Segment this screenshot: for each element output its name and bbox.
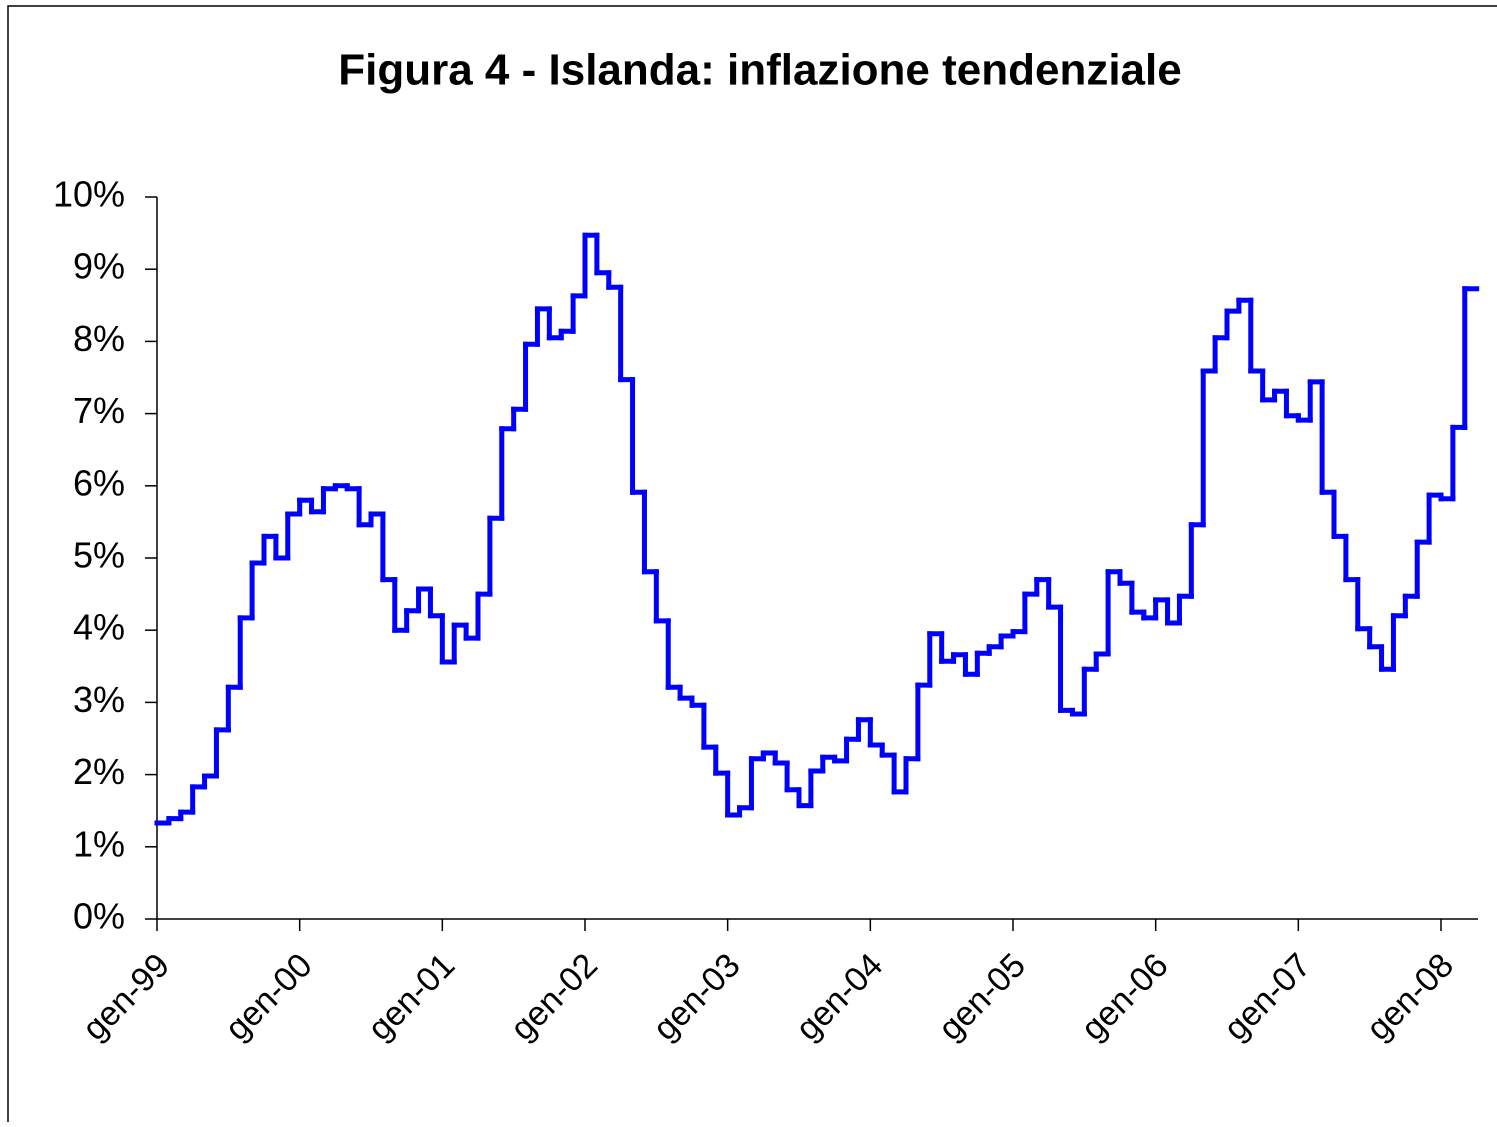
y-tick-label: 7% xyxy=(73,390,125,431)
y-tick-label: 4% xyxy=(73,607,125,648)
chart-title: Figura 4 - Islanda: inflazione tendenzia… xyxy=(338,46,1181,95)
y-tick-label: 10% xyxy=(53,174,125,215)
y-tick-label: 8% xyxy=(73,318,125,359)
y-tick-label: 0% xyxy=(73,896,125,937)
y-tick-label: 3% xyxy=(73,679,125,720)
y-tick-label: 6% xyxy=(73,462,125,503)
line-series xyxy=(154,232,1480,826)
chart-frame xyxy=(7,5,1497,1127)
y-tick-label: 1% xyxy=(73,823,125,864)
y-tick-label: 5% xyxy=(73,535,125,576)
y-tick-label: 2% xyxy=(73,751,125,792)
y-tick-label: 9% xyxy=(73,246,125,287)
